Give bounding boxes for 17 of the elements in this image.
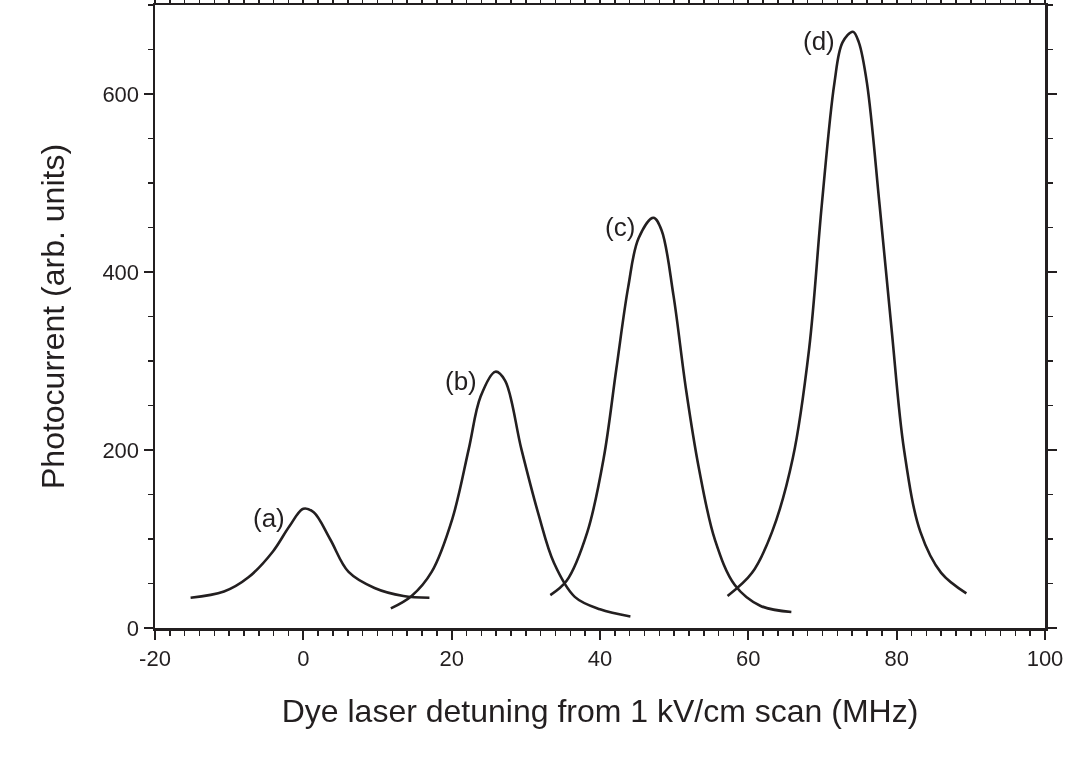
series-label: (b) — [445, 366, 477, 396]
x-tick-label: -20 — [139, 645, 171, 671]
x-tick-label: 60 — [736, 645, 761, 671]
y-tick-label: 200 — [102, 437, 140, 463]
y-axis-title: Photocurrent (arb. units) — [35, 143, 72, 490]
x-axis-title: Dye laser detuning from 1 kV/cm scan (MHz) — [281, 693, 919, 730]
x-tick-label: 40 — [587, 645, 613, 671]
x-tick-label: 80 — [884, 645, 909, 671]
y-tick-label: 600 — [102, 81, 140, 107]
x-tick-label: 20 — [439, 645, 464, 671]
y-tick-label: 0 — [126, 615, 140, 641]
series-label: (c) — [605, 212, 636, 242]
x-tick-label: 100 — [1026, 645, 1064, 671]
y-tick-label: 400 — [102, 259, 140, 285]
series-label: (a) — [253, 503, 285, 533]
legend-label: (d) — [803, 26, 835, 56]
x-tick-label: 0 — [297, 645, 310, 671]
